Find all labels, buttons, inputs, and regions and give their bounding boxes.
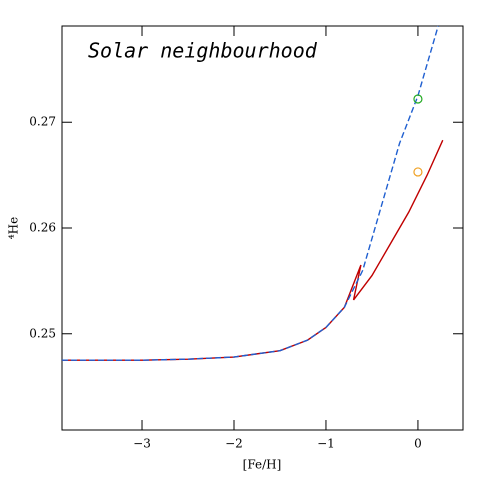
x-tick-label: −3 [133, 437, 151, 451]
y-axis-label: ⁴He [7, 217, 21, 239]
data-point [413, 94, 423, 104]
data-point [413, 167, 423, 177]
y-tick-label: 0.25 [29, 326, 56, 340]
series-line [62, 25, 439, 361]
x-axis-label: [Fe/H] [243, 458, 282, 472]
x-tick-label: −2 [225, 437, 243, 451]
x-tick-label: −1 [317, 437, 335, 451]
y-tick-label: 0.26 [29, 221, 56, 235]
annotation: Solar neighbourhood [88, 39, 318, 63]
y-tick-label: 0.27 [29, 115, 56, 129]
series-line [62, 139, 444, 361]
x-tick-label: 0 [414, 437, 422, 451]
plot-frame [61, 25, 464, 431]
